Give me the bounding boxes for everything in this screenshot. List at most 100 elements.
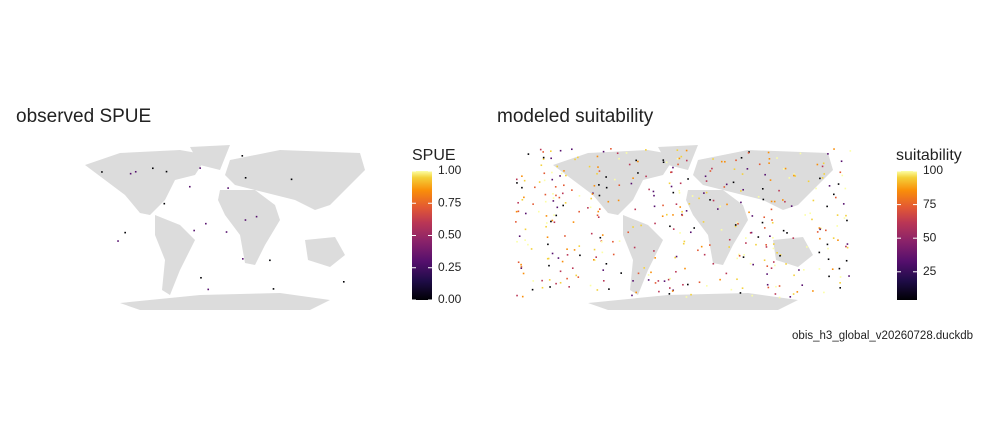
occurrence-dot	[647, 279, 650, 281]
occurrence-dot	[697, 249, 699, 252]
occurrence-dot	[605, 186, 608, 189]
occurrence-dot	[589, 206, 592, 209]
occurrence-dot	[843, 217, 846, 219]
occurrence-dot	[587, 207, 589, 209]
occurrence-dot	[242, 258, 244, 260]
occurrence-dot	[549, 286, 551, 288]
occurrence-dot	[556, 206, 559, 209]
occurrence-dot	[828, 275, 830, 278]
occurrence-dot	[786, 232, 788, 234]
occurrence-dot	[811, 218, 813, 221]
occurrence-dot	[767, 286, 770, 289]
occurrence-dot	[682, 283, 684, 286]
occurrence-dot	[618, 240, 621, 242]
occurrence-dot	[601, 251, 604, 254]
occurrence-dot	[681, 214, 684, 217]
occurrence-dot	[559, 175, 561, 177]
occurrence-dot	[723, 186, 726, 188]
occurrence-dot	[676, 157, 679, 160]
occurrence-dot	[788, 177, 791, 179]
occurrence-dot	[745, 242, 747, 244]
occurrence-dot	[661, 215, 664, 218]
occurrence-dot	[227, 187, 229, 189]
colorbar	[412, 171, 432, 300]
occurrence-dot	[826, 205, 828, 208]
occurrence-dot	[614, 178, 616, 181]
occurrence-dot	[772, 243, 775, 245]
occurrence-dot	[598, 208, 601, 210]
occurrence-dot	[199, 167, 201, 169]
occurrence-dot	[516, 294, 518, 297]
occurrence-dot	[565, 174, 567, 177]
occurrence-dot	[564, 235, 566, 237]
occurrence-dot	[684, 267, 686, 270]
occurrence-dot	[550, 157, 552, 160]
occurrence-dot	[207, 288, 210, 291]
occurrence-dot	[778, 296, 781, 299]
occurrence-dot	[552, 197, 555, 199]
tick-label: 0.00	[438, 292, 462, 306]
occurrence-dot	[770, 208, 773, 211]
occurrence-dot	[539, 148, 542, 151]
occurrence-dot	[712, 199, 715, 202]
occurrence-dot	[637, 272, 640, 275]
legend-title: suitability	[896, 147, 962, 164]
occurrence-dot	[771, 221, 774, 224]
occurrence-dot	[205, 222, 207, 225]
map-right	[553, 145, 833, 310]
occurrence-dot	[720, 229, 723, 231]
occurrence-dot	[841, 174, 844, 177]
occurrence-dot	[532, 280, 535, 282]
occurrence-dot	[679, 206, 682, 208]
occurrence-dot	[637, 172, 639, 174]
occurrence-dot	[730, 288, 733, 291]
occurrence-dot	[784, 167, 787, 170]
occurrence-dot	[683, 240, 686, 243]
tick-label: 0.25	[438, 260, 462, 274]
occurrence-dot	[670, 185, 673, 188]
occurrence-dot	[672, 166, 674, 169]
occurrence-dot	[530, 248, 533, 250]
occurrence-dot	[152, 167, 154, 170]
tick-label: 50	[923, 230, 937, 244]
occurrence-dot	[831, 268, 834, 270]
occurrence-dot	[698, 281, 701, 284]
occurrence-dot	[712, 158, 714, 160]
occurrence-dot	[747, 152, 750, 154]
occurrence-dot	[575, 274, 578, 277]
tick-label: 25	[923, 264, 937, 278]
occurrence-dot	[559, 270, 562, 273]
occurrence-dot	[772, 247, 775, 250]
occurrence-dot	[520, 263, 522, 266]
occurrence-dot	[848, 275, 850, 277]
occurrence-dot	[590, 197, 593, 200]
occurrence-dot	[711, 167, 713, 170]
occurrence-dot	[821, 177, 824, 179]
occurrence-dot	[618, 157, 620, 160]
occurrence-dot	[669, 225, 671, 228]
occurrence-dot	[521, 186, 523, 189]
occurrence-dot	[726, 203, 728, 206]
occurrence-dot	[776, 251, 778, 254]
occurrence-dot	[572, 221, 575, 223]
occurrence-dot	[740, 201, 742, 204]
occurrence-dot	[778, 189, 780, 192]
occurrence-dot	[527, 243, 529, 246]
occurrence-dot	[748, 211, 750, 214]
occurrence-dot	[732, 181, 735, 184]
occurrence-dot	[772, 236, 774, 239]
occurrence-dot	[702, 221, 705, 223]
occurrence-dot	[740, 190, 742, 192]
occurrence-dot	[720, 160, 723, 163]
occurrence-dot	[845, 245, 847, 248]
occurrence-dot	[823, 173, 826, 175]
occurrence-dot	[806, 246, 808, 248]
occurrence-dot	[700, 245, 703, 248]
occurrence-dot	[244, 176, 247, 179]
occurrence-dot	[632, 226, 634, 228]
occurrence-dot	[550, 150, 552, 152]
occurrence-dot	[677, 163, 679, 166]
occurrence-dot	[757, 195, 760, 198]
occurrence-dot	[647, 274, 650, 276]
occurrence-dot	[672, 228, 675, 230]
